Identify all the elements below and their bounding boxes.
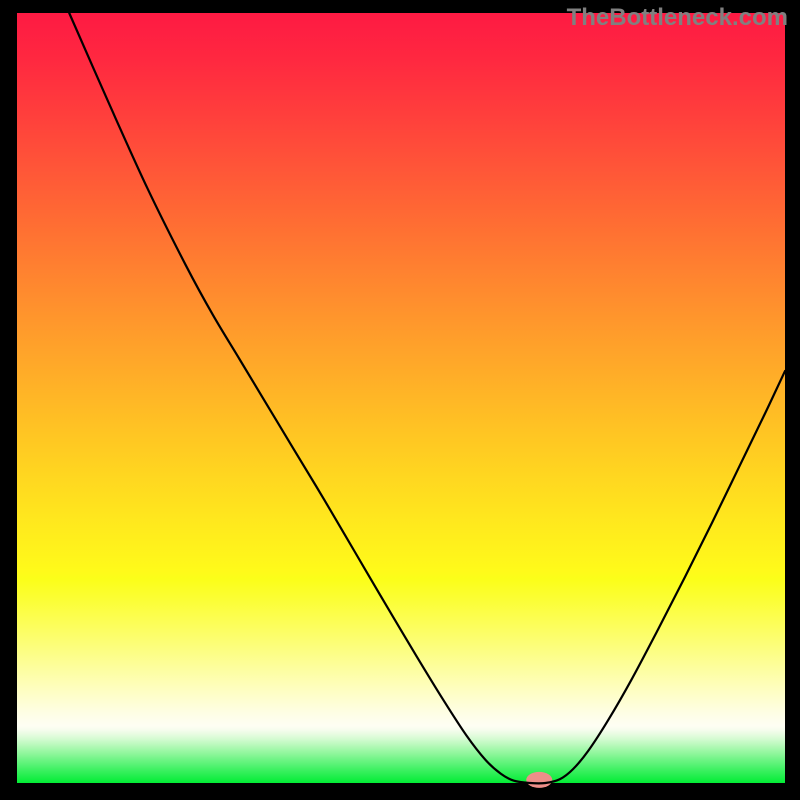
plot-background: [17, 13, 785, 783]
chart-container: TheBottleneck.com: [0, 0, 800, 800]
optimum-marker: [526, 772, 552, 788]
bottleneck-curve-chart: [0, 0, 800, 800]
watermark-text: TheBottleneck.com: [567, 4, 788, 32]
